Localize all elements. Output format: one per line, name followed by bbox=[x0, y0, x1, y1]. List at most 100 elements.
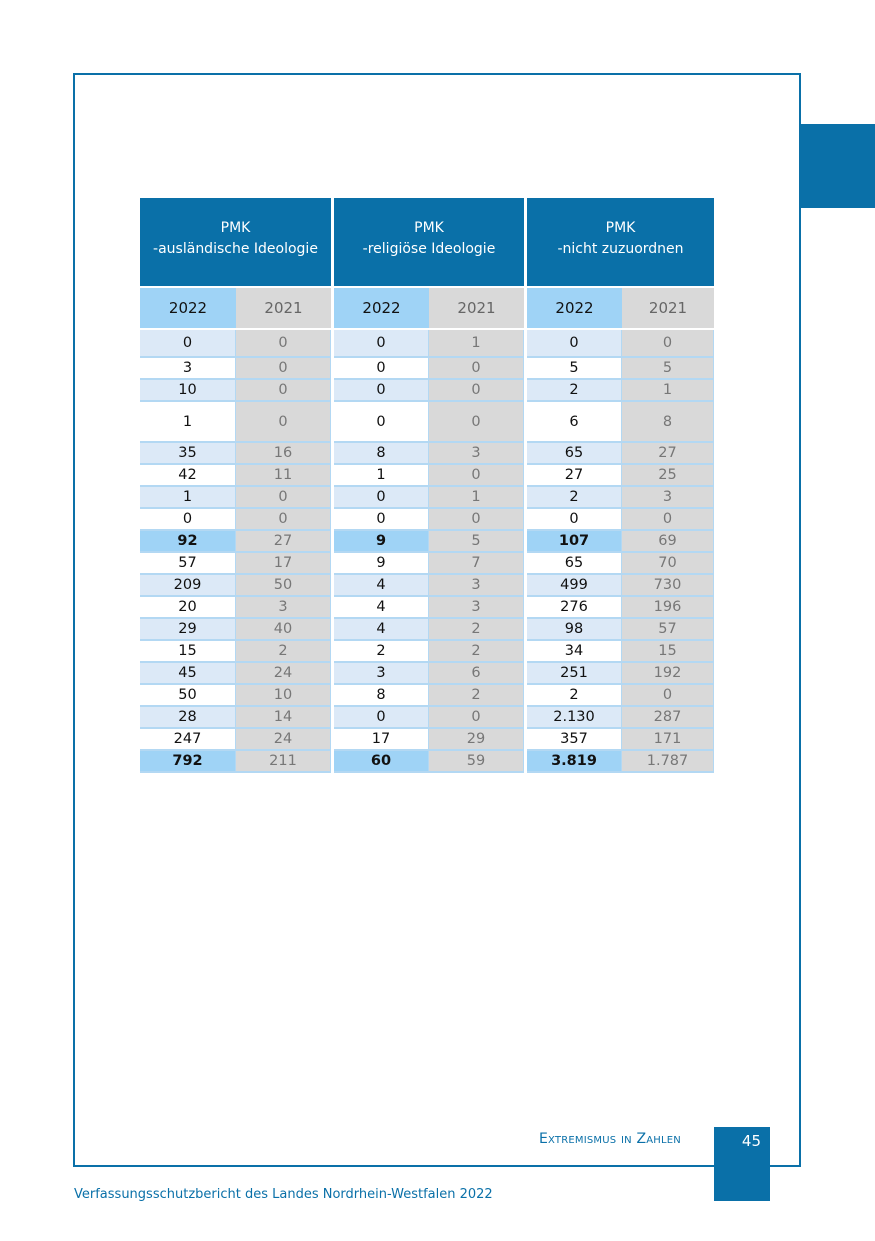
cell-2022: 0 bbox=[334, 358, 429, 380]
cell-2021: 15 bbox=[622, 641, 714, 663]
cell-2022: 0 bbox=[334, 707, 429, 729]
year-header: 2021 bbox=[429, 288, 524, 328]
cell-2022: 0 bbox=[334, 509, 429, 531]
cell-2021: 7 bbox=[429, 553, 524, 575]
cell-2021: 171 bbox=[622, 729, 714, 751]
cell-2022: 9 bbox=[334, 531, 429, 553]
cell-2021: 0 bbox=[236, 380, 331, 402]
cell-2022: 5 bbox=[527, 358, 622, 380]
cell-2021: 196 bbox=[622, 597, 714, 619]
cell-2022: 251 bbox=[527, 663, 622, 685]
chapter-tab bbox=[799, 124, 875, 208]
cell-2021: 24 bbox=[236, 663, 331, 685]
cell-2022: 2 bbox=[334, 641, 429, 663]
cell-2022: 42 bbox=[140, 465, 236, 487]
cell-2022: 17 bbox=[334, 729, 429, 751]
cell-2021: 0 bbox=[236, 402, 331, 443]
table-row: 50 10 8 2 2 0 bbox=[140, 685, 714, 707]
cell-2022: 34 bbox=[527, 641, 622, 663]
cell-2022: 29 bbox=[140, 619, 236, 641]
cell-2022: 45 bbox=[140, 663, 236, 685]
cell-2021: 6 bbox=[429, 663, 524, 685]
group-header: PMK -nicht zuzuordnen bbox=[527, 198, 714, 286]
cell-2021: 24 bbox=[236, 729, 331, 751]
cell-2022: 57 bbox=[140, 553, 236, 575]
cell-2021: 0 bbox=[429, 358, 524, 380]
cell-2021: 14 bbox=[236, 707, 331, 729]
cell-2021: 3 bbox=[429, 443, 524, 465]
table-row-total: 92 27 9 5 107 69 bbox=[140, 531, 714, 553]
cell-2021: 25 bbox=[622, 465, 714, 487]
cell-2022: 2 bbox=[527, 685, 622, 707]
group-header: PMK -religiöse Ideologie bbox=[334, 198, 524, 286]
cell-2022: 9 bbox=[334, 553, 429, 575]
cell-2022: 35 bbox=[140, 443, 236, 465]
cell-2021: 5 bbox=[429, 531, 524, 553]
cell-2022: 50 bbox=[140, 685, 236, 707]
cell-2022: 357 bbox=[527, 729, 622, 751]
cell-2021: 59 bbox=[429, 751, 524, 773]
cell-2021: 10 bbox=[236, 685, 331, 707]
cell-2022: 4 bbox=[334, 597, 429, 619]
cell-2021: 0 bbox=[236, 487, 331, 509]
cell-2022: 27 bbox=[527, 465, 622, 487]
cell-2022: 8 bbox=[334, 443, 429, 465]
cell-2021: 16 bbox=[236, 443, 331, 465]
cell-2021: 3 bbox=[429, 597, 524, 619]
cell-2022: 107 bbox=[527, 531, 622, 553]
group-header-line2: -ausländische Ideologie bbox=[153, 241, 318, 257]
cell-2021: 3 bbox=[429, 575, 524, 597]
cell-2022: 0 bbox=[334, 487, 429, 509]
cell-2021: 192 bbox=[622, 663, 714, 685]
cell-2022: 792 bbox=[140, 751, 236, 773]
page-number-box: 45 bbox=[714, 1127, 770, 1201]
group-header-line1: PMK bbox=[605, 220, 636, 236]
section-title: Extremismus in Zahlen bbox=[539, 1131, 681, 1147]
group-header-line2: -religiöse Ideologie bbox=[362, 241, 496, 257]
cell-2021: 0 bbox=[236, 509, 331, 531]
cell-2021: 0 bbox=[429, 465, 524, 487]
cell-2021: 50 bbox=[236, 575, 331, 597]
page-frame bbox=[73, 73, 801, 1167]
table-row: 29 40 4 2 98 57 bbox=[140, 619, 714, 641]
cell-2021: 730 bbox=[622, 575, 714, 597]
cell-2022: 209 bbox=[140, 575, 236, 597]
cell-2022: 28 bbox=[140, 707, 236, 729]
group-header-line1: PMK bbox=[220, 220, 251, 236]
cell-2021: 11 bbox=[236, 465, 331, 487]
cell-2021: 40 bbox=[236, 619, 331, 641]
year-header: 2022 bbox=[334, 288, 429, 328]
cell-2022: 1 bbox=[140, 487, 236, 509]
cell-2021: 3 bbox=[622, 487, 714, 509]
table-row-total: 792 211 60 59 3.819 1.787 bbox=[140, 751, 714, 773]
cell-2022: 3 bbox=[334, 663, 429, 685]
cell-2022: 2.130 bbox=[527, 707, 622, 729]
cell-2021: 0 bbox=[622, 685, 714, 707]
cell-2021: 2 bbox=[429, 619, 524, 641]
cell-2022: 1 bbox=[140, 402, 236, 443]
cell-2022: 2 bbox=[527, 380, 622, 402]
cell-2021: 287 bbox=[622, 707, 714, 729]
table-row: 247 24 17 29 357 171 bbox=[140, 729, 714, 751]
year-header: 2022 bbox=[140, 288, 236, 328]
cell-2021: 2 bbox=[429, 685, 524, 707]
cell-2021: 70 bbox=[622, 553, 714, 575]
cell-2021: 69 bbox=[622, 531, 714, 553]
cell-2022: 4 bbox=[334, 619, 429, 641]
cell-2021: 0 bbox=[429, 402, 524, 443]
cell-2022: 20 bbox=[140, 597, 236, 619]
year-header: 2022 bbox=[527, 288, 622, 328]
cell-2021: 57 bbox=[622, 619, 714, 641]
cell-2022: 4 bbox=[334, 575, 429, 597]
group-header-line2: -nicht zuzuordnen bbox=[557, 241, 684, 257]
cell-2022: 0 bbox=[334, 330, 429, 358]
cell-2022: 10 bbox=[140, 380, 236, 402]
group-header-line1: PMK bbox=[414, 220, 444, 236]
cell-2022: 0 bbox=[334, 380, 429, 402]
cell-2022: 499 bbox=[527, 575, 622, 597]
cell-2021: 1 bbox=[429, 487, 524, 509]
